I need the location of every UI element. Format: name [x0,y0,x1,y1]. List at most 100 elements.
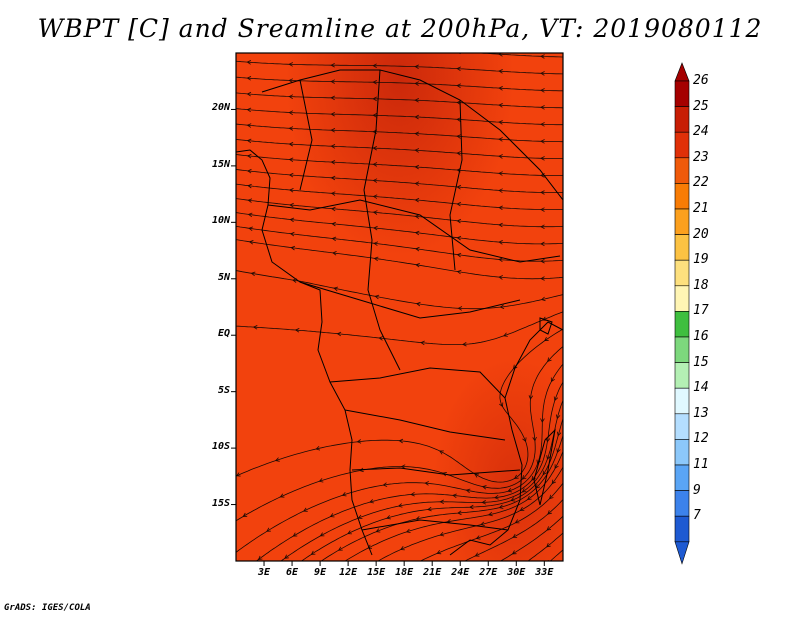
lon-tick-label: 3E [257,567,271,578]
streamline-arrow [242,512,248,517]
streamline-arrow [414,214,420,219]
streamline-arrow [292,532,298,537]
streamline-arrow [540,207,545,212]
streamline-arrow [414,114,419,120]
streamline-arrow [480,521,485,526]
colorbar-level-label: 13 [693,405,709,421]
streamline [274,563,276,565]
streamline-arrow [289,46,293,50]
streamline-arrow [310,550,316,555]
streamline-arrow [359,467,364,473]
colorbar-swatch [674,362,690,389]
streamline-arrow [330,191,336,196]
streamline-arrow [498,120,503,125]
streamline-arrow [540,88,545,93]
streamline [300,417,563,561]
colorbar-swatch [674,285,690,312]
streamline-arrow [330,95,335,101]
streamline [527,532,563,561]
streamline [344,563,347,565]
streamline-arrow [556,448,561,454]
streamline-arrow [540,276,545,281]
streamline-arrow [498,257,503,263]
streamline-arrow [319,532,325,537]
streamline-arrow [415,301,421,307]
streamline-arrow [246,107,252,113]
colorbar-level-label: 16 [693,329,709,344]
streamline-arrow [246,76,252,81]
streamline-arrow [246,123,252,128]
streamline-arrow [551,479,556,485]
streamline-arrow [462,341,467,347]
streamline-arrow [457,510,462,516]
streamline-arrow [247,212,253,218]
streamline-arrow [288,110,294,115]
streamline-arrow [257,555,263,560]
lon-tick-label: 27E [479,567,498,578]
streamline-arrow [290,245,296,251]
streamline-arrow [279,493,285,498]
streamline-arrow [398,438,404,444]
streamline-arrow [302,507,308,512]
streamline-arrow [369,499,374,504]
colorbar-level-label: 9 [693,482,701,498]
streamline-arrow [246,168,252,174]
streamline-arrow [511,550,517,555]
streamline-arrow [498,154,503,159]
streamline-arrow [329,513,335,518]
streamline-arrow [414,131,420,137]
streamline [236,92,563,109]
colorbar-swatch [674,106,690,133]
streamline-arrow [456,269,462,275]
lon-tick-label: 30E [507,567,526,578]
streamline-arrow [513,474,519,479]
colorbar-swatch [674,490,690,517]
streamline-arrow [289,231,295,237]
streamline-arrow [341,492,347,497]
lat-tick-label: 5S [217,384,230,396]
streamline-arrow [544,337,549,342]
streamline-arrow [498,137,503,142]
plot-frame [235,52,564,562]
streamline-arrow [288,141,294,147]
streamline-arrow [498,171,503,176]
streamline-arrow [331,47,335,51]
streamline-arrow [556,431,562,437]
streamline-arrow [456,252,462,258]
streamline-arrow [288,188,294,193]
streamline-arrow [288,126,294,131]
lon-tick-label: 12E [339,567,358,578]
streamline-arrow [553,396,559,402]
streamline [473,53,563,58]
lat-tick-label: 10S [211,441,230,453]
streamline-arrow [373,241,379,246]
streamline-arrow [498,188,503,193]
streamline-arrow [252,325,258,330]
colorbar-swatch [674,387,690,415]
streamline-arrow [250,271,256,277]
streamline-arrow [266,527,271,532]
streamline-arrow [330,128,336,133]
streamline-arrow [288,157,294,163]
colorbar-level-label: 24 [693,124,709,140]
streamline-arrow [414,164,420,170]
colorbar-swatch [674,464,690,491]
streamline-arrow [330,160,336,165]
streamline-arrow [536,459,541,465]
streamline-arrow [507,488,513,493]
streamline-arrow [375,528,381,533]
lat-tick-label: 5N [217,271,230,283]
streamline-arrow [439,532,445,537]
streamline-arrow [378,336,384,341]
streamline [236,154,563,176]
streamline [344,450,563,561]
streamlines [236,46,563,565]
streamline-arrow [456,117,461,122]
streamline [236,328,563,483]
streamline-arrow [499,304,505,309]
streamline-arrow [498,205,503,211]
streamline-arrow [414,181,420,186]
streamline-arrow [415,48,419,52]
streamline-arrow [514,519,520,524]
